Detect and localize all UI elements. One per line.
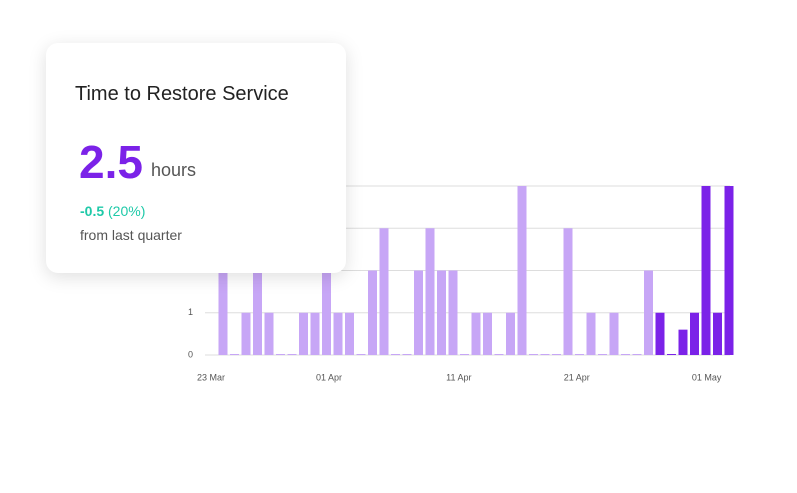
- bar: [264, 312, 274, 355]
- bar: [609, 312, 619, 355]
- bar: [425, 228, 435, 355]
- x-tick-label: 23 Mar: [197, 372, 225, 382]
- bar: [632, 354, 642, 355]
- bar: [563, 228, 573, 355]
- bar: [598, 354, 607, 355]
- change-percent: (20%): [108, 203, 146, 219]
- bar: [690, 312, 699, 355]
- x-tick-label: 21 Apr: [564, 372, 590, 382]
- bar: [552, 354, 561, 355]
- x-tick-label: 01 May: [692, 372, 722, 382]
- y-tick-label: 0: [188, 349, 193, 359]
- bar: [517, 186, 527, 355]
- bar: [230, 354, 239, 355]
- bar: [287, 354, 297, 355]
- x-tick-label: 11 Apr: [446, 372, 471, 382]
- bar: [667, 354, 676, 355]
- bar: [529, 354, 538, 355]
- bar: [448, 270, 458, 355]
- card-unit: hours: [151, 160, 197, 180]
- bar: [575, 354, 584, 355]
- bar: [437, 270, 446, 355]
- bar: [414, 270, 423, 355]
- bar: [391, 354, 400, 355]
- bar: [253, 270, 262, 355]
- bar: [241, 312, 251, 355]
- bar: [644, 270, 653, 355]
- x-tick-label: 01 Apr: [316, 372, 342, 382]
- bar: [494, 354, 504, 355]
- bar: [621, 354, 630, 355]
- bar: [379, 228, 389, 355]
- bar: [310, 312, 320, 355]
- bar: [322, 270, 331, 355]
- bar: [299, 312, 308, 355]
- bar: [276, 354, 285, 355]
- card-value: 2.5: [79, 136, 143, 188]
- bar: [506, 312, 515, 355]
- bar: [356, 354, 366, 355]
- card-title: Time to Restore Service: [75, 83, 289, 105]
- metric-card: Time to Restore Service 2.5 hours -0.5 (…: [46, 43, 346, 273]
- bar: [483, 312, 492, 355]
- bar: [402, 354, 412, 355]
- bar: [724, 186, 734, 355]
- card-comparison: from last quarter: [80, 227, 182, 243]
- bar: [460, 354, 469, 355]
- bar: [713, 312, 722, 355]
- bar: [655, 312, 665, 355]
- bar: [333, 312, 343, 355]
- bar: [218, 270, 228, 355]
- bar: [471, 312, 481, 355]
- bar: [368, 270, 377, 355]
- card-change: -0.5 (20%): [80, 203, 145, 219]
- bar: [345, 312, 354, 355]
- change-value: -0.5: [80, 203, 105, 219]
- bar: [540, 354, 550, 355]
- bar: [678, 329, 688, 355]
- y-tick-label: 1: [188, 307, 193, 317]
- bar: [586, 312, 596, 355]
- bar: [701, 186, 711, 355]
